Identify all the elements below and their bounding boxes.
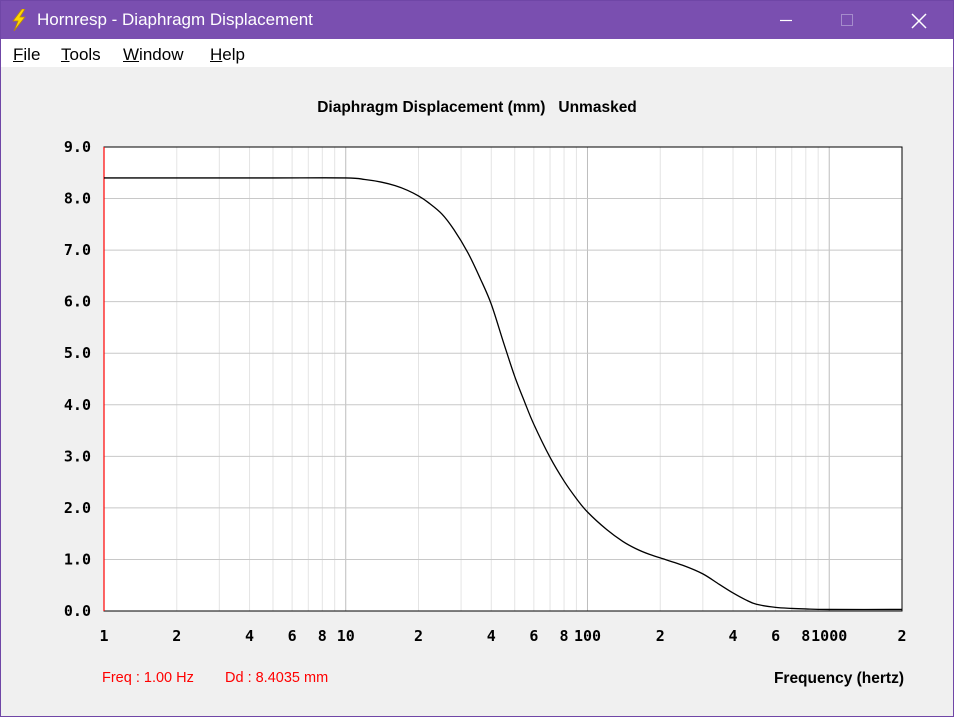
chart-title: Diaphragm Displacement (mm) Unmasked: [317, 99, 637, 116]
chart-area: Diaphragm Displacement (mm) Unmasked 0.0…: [1, 67, 953, 716]
displacement-readout: Dd : 8.4035 mm: [225, 670, 329, 686]
x-tick-label: 8: [801, 627, 810, 645]
x-tick-label: 1000: [811, 627, 847, 645]
x-tick-label: 6: [771, 627, 780, 645]
menu-tools[interactable]: Tools: [61, 45, 101, 64]
title-bar[interactable]: Hornresp - Diaphragm Displacement: [1, 1, 953, 39]
y-tick-label: 1.0: [64, 550, 91, 568]
minimize-icon: [780, 19, 792, 22]
menu-help[interactable]: Help: [210, 45, 245, 64]
y-tick-label: 3.0: [64, 447, 91, 465]
x-tick-label: 2: [172, 627, 181, 645]
y-tick-label: 6.0: [64, 293, 91, 311]
y-tick-label: 7.0: [64, 241, 91, 259]
displacement-curve: [104, 177, 903, 611]
x-tick-label: 2: [414, 627, 423, 645]
x-tick-label: 4: [729, 627, 738, 645]
y-tick-label: 4.0: [64, 396, 91, 414]
lightning-bolt-icon: [12, 9, 26, 31]
y-tick-label: 0.0: [64, 602, 91, 620]
y-tick-label: 5.0: [64, 344, 91, 362]
displacement-chart[interactable]: 0.0 1.0 2.0 3.0 4.0 5.0 6.0 7.0 8.0 9.0 1 2 4 6 8 10 2 4 6…: [1, 67, 953, 716]
maximize-icon: [841, 14, 853, 26]
close-button[interactable]: [895, 1, 941, 39]
y-tick-label: 8.0: [64, 190, 91, 208]
menu-window[interactable]: Window: [123, 45, 184, 64]
menu-bar: File Tools Window Help: [1, 39, 953, 67]
x-tick-label: 2: [656, 627, 665, 645]
x-tick-label: 100: [574, 627, 601, 645]
x-tick-label: 8: [560, 627, 569, 645]
x-tick-label: 6: [529, 627, 538, 645]
x-tick-label: 8: [318, 627, 327, 645]
freq-readout: Freq : 1.00 Hz: [102, 670, 194, 686]
menu-file[interactable]: File: [13, 45, 41, 64]
x-axis-label: Frequency (hertz): [773, 670, 904, 687]
minimize-button[interactable]: [763, 1, 809, 39]
maximize-button[interactable]: [824, 1, 870, 39]
x-tick-label: 10: [337, 627, 355, 645]
y-tick-label: 2.0: [64, 499, 91, 517]
x-tick-label: 6: [288, 627, 297, 645]
y-tick-label: 9.0: [64, 138, 91, 156]
plot-background: [104, 147, 902, 611]
x-tick-label: 4: [245, 627, 254, 645]
x-tick-label: 1: [99, 627, 108, 645]
close-icon: [911, 13, 927, 29]
x-tick-label: 4: [487, 627, 496, 645]
x-tick-label: 2: [897, 627, 906, 645]
window-title: Hornresp - Diaphragm Displacement: [37, 10, 313, 29]
